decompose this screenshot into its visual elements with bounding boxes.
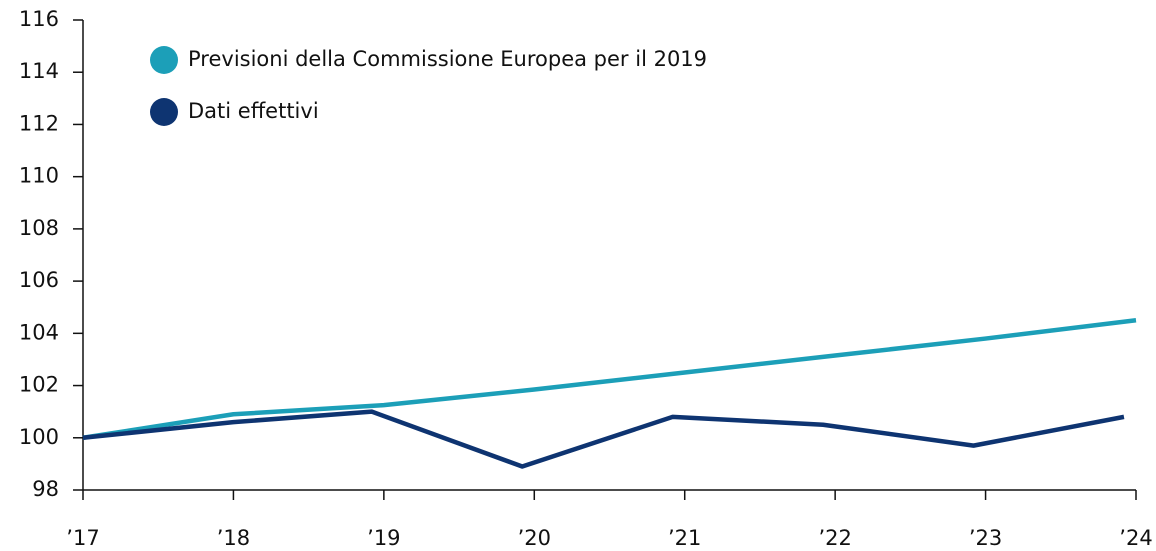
x-tick-label: ’20 xyxy=(518,526,551,550)
x-tick-label: ’23 xyxy=(969,526,1002,550)
y-tick-label: 108 xyxy=(19,216,59,240)
legend-label: Dati effettivi xyxy=(188,99,319,123)
line-series xyxy=(82,409,1125,469)
y-tick-label: 104 xyxy=(19,320,59,344)
x-tick-label: ’17 xyxy=(66,526,99,550)
legend-swatch xyxy=(150,98,178,126)
y-tick-label: 100 xyxy=(19,425,59,449)
x-tick-label: ’18 xyxy=(217,526,250,550)
y-tick-label: 102 xyxy=(19,373,59,397)
legend-swatch xyxy=(150,46,178,74)
y-tick-label: 106 xyxy=(19,268,59,292)
x-tick-label: ’19 xyxy=(367,526,400,550)
x-tick-label: ’24 xyxy=(1119,526,1152,550)
x-tick-label: ’22 xyxy=(818,526,851,550)
legend-label: Previsioni della Commissione Europea per… xyxy=(188,47,707,71)
y-tick-label: 112 xyxy=(19,111,59,135)
y-tick-label: 116 xyxy=(19,7,59,31)
y-tick-label: 98 xyxy=(32,477,59,501)
y-tick-label: 110 xyxy=(19,164,59,188)
y-tick-label: 114 xyxy=(19,59,59,83)
line-series xyxy=(82,318,1137,441)
x-tick-label: ’21 xyxy=(668,526,701,550)
